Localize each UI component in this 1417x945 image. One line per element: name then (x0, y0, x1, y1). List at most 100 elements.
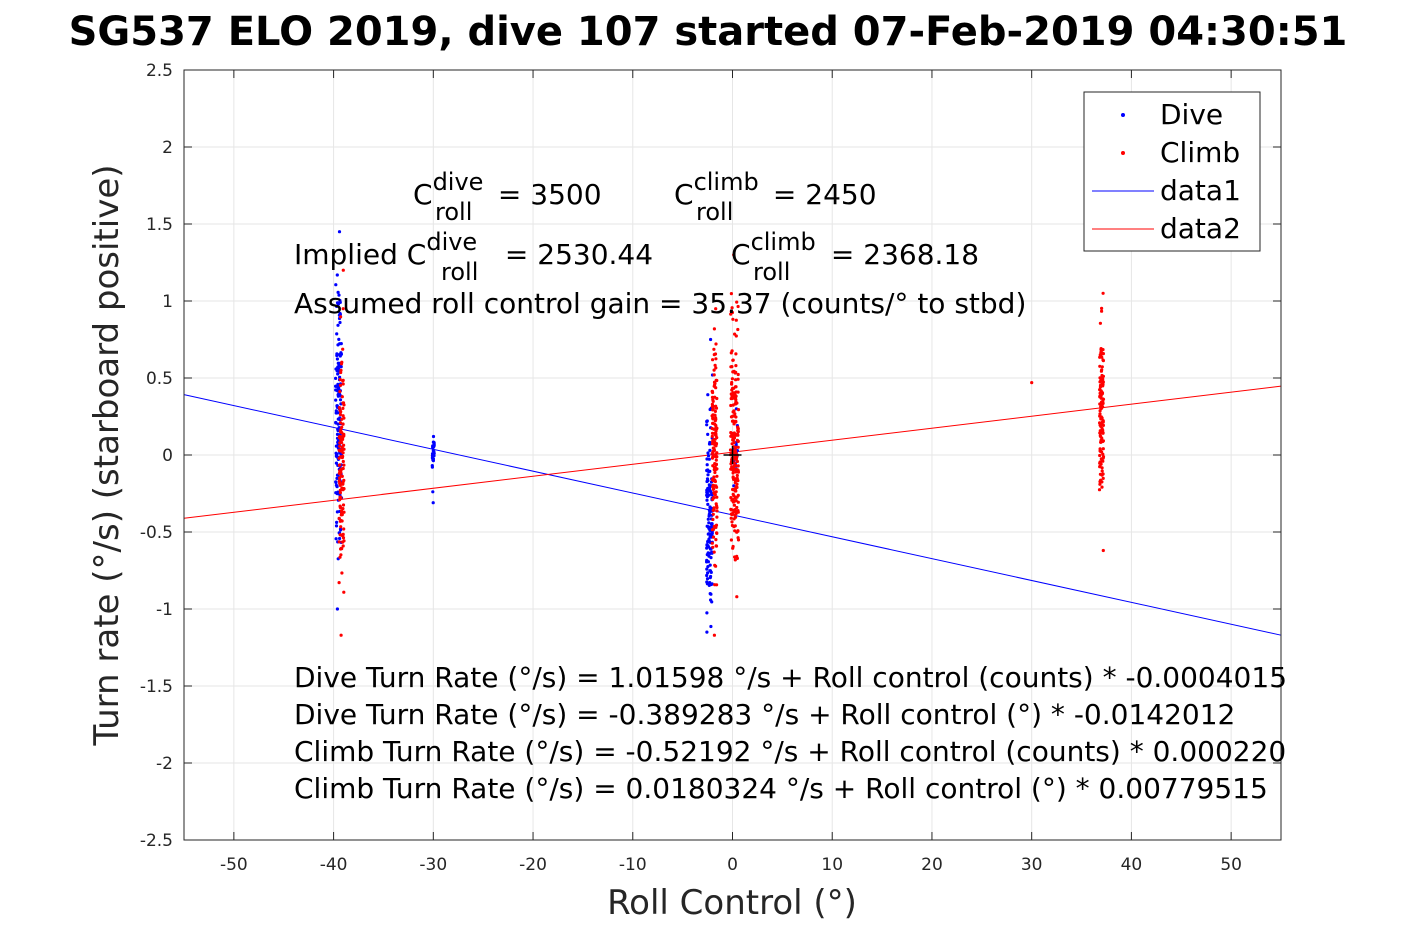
point-climb (735, 438, 740, 442)
c-roll-climb-value: = 2450 (764, 178, 877, 211)
point-climb (711, 508, 715, 512)
x-tick-label: -50 (220, 855, 248, 875)
point-climb (715, 451, 719, 455)
point-climb (714, 544, 719, 548)
point-climb (731, 419, 736, 423)
c-roll-climb-sub: roll (696, 198, 733, 226)
point-climb (734, 446, 738, 450)
point-climb (341, 482, 345, 486)
point-dive (431, 490, 435, 494)
x-tick-label: -10 (619, 855, 647, 875)
point-climb (1098, 482, 1102, 486)
point-dive (709, 522, 714, 526)
point-climb (736, 377, 740, 381)
point-climb (1100, 403, 1104, 407)
point-climb (340, 431, 344, 435)
point-dive (334, 384, 338, 388)
point-climb (341, 459, 345, 464)
point-climb (342, 447, 346, 451)
point-climb (711, 416, 715, 420)
point-climb (339, 370, 343, 375)
point-climb (714, 564, 718, 568)
point-climb (714, 463, 718, 467)
implied-dive-sup: dive (426, 228, 477, 256)
point-dive (334, 398, 338, 402)
point-climb (730, 433, 734, 437)
point-climb (342, 487, 346, 491)
y-tick-label: -0.5 (140, 523, 173, 543)
point-dive (709, 624, 713, 629)
point-dive (335, 273, 339, 277)
point-climb (1101, 374, 1105, 378)
point-climb (340, 425, 344, 429)
point-dive (710, 550, 714, 554)
point-dive (708, 532, 713, 537)
implied-climb-sup: climb (751, 228, 816, 256)
point-climb (338, 441, 342, 445)
point-dive (432, 444, 436, 448)
x-tick-label: 20 (921, 855, 943, 875)
point-climb (715, 495, 719, 499)
point-climb (714, 458, 718, 462)
legend-climb-marker (1121, 151, 1125, 155)
c-roll-dive-value: = 3500 (489, 178, 602, 211)
point-climb (736, 468, 740, 473)
origin-marker (723, 446, 742, 464)
point-climb (340, 511, 344, 515)
point-climb (714, 357, 718, 361)
c-roll-dive-annotation: Cdive roll = 3500 (413, 168, 602, 226)
point-climb (1101, 358, 1105, 362)
point-climb (736, 425, 740, 429)
legend-data2-label: data2 (1160, 212, 1241, 245)
point-climb (1098, 464, 1102, 468)
point-climb (711, 454, 715, 458)
point-dive (338, 398, 343, 402)
point-climb (732, 464, 736, 468)
y-tick-label: -2 (156, 754, 173, 774)
point-dive (707, 526, 711, 531)
point-dive (338, 353, 342, 357)
point-climb (731, 403, 735, 407)
point-climb (731, 487, 735, 492)
point-climb (339, 471, 343, 475)
point-dive (705, 567, 709, 571)
c-roll-climb-annotation: Cclimb roll = 2450 (674, 168, 877, 226)
point-climb (1097, 488, 1102, 492)
point-climb (734, 510, 738, 514)
equation-2: Dive Turn Rate (°/s) = -0.389283 °/s + R… (294, 698, 1235, 731)
point-climb (714, 433, 718, 438)
c-roll-dive-sup: dive (433, 168, 484, 196)
point-dive (705, 498, 709, 502)
point-climb (339, 474, 343, 478)
point-climb (1098, 380, 1102, 384)
point-climb (713, 363, 717, 367)
point-climb (337, 479, 341, 483)
point-dive (430, 456, 434, 460)
point-climb (340, 456, 344, 460)
point-climb (729, 538, 734, 542)
point-dive (706, 565, 710, 569)
point-dive (336, 323, 340, 327)
point-climb (337, 456, 341, 460)
y-tick-label: 0 (162, 446, 173, 466)
point-climb (1099, 424, 1103, 428)
point-dive (431, 449, 435, 453)
point-dive (335, 432, 340, 436)
point-dive (707, 457, 711, 461)
point-climb (338, 377, 342, 382)
implied-dive-sub: roll (441, 258, 478, 286)
point-climb (736, 529, 740, 533)
point-climb (1098, 391, 1102, 395)
point-climb (731, 438, 736, 442)
point-climb (1101, 476, 1105, 480)
point-climb (338, 444, 342, 448)
point-climb (1101, 380, 1105, 384)
point-climb (714, 538, 718, 542)
point-climb (736, 493, 740, 497)
point-dive (705, 611, 709, 615)
point-dive (334, 524, 339, 528)
equation-1: Dive Turn Rate (°/s) = 1.01598 °/s + Rol… (294, 661, 1287, 694)
point-climb (734, 378, 738, 382)
point-climb (341, 451, 345, 455)
point-climb (713, 470, 717, 475)
